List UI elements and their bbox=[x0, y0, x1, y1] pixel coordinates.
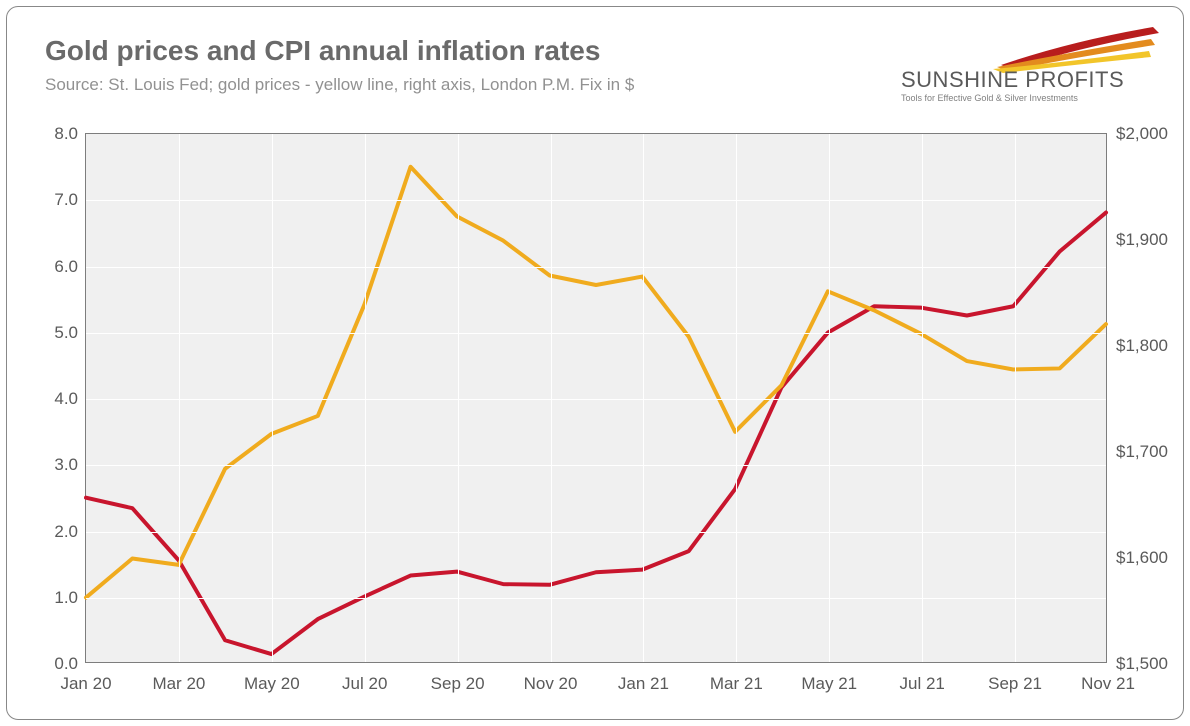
gridline-horizontal bbox=[86, 399, 1106, 400]
gridline-vertical bbox=[551, 134, 552, 662]
left-axis-tick-label: 6.0 bbox=[18, 257, 78, 277]
gridline-horizontal bbox=[86, 267, 1106, 268]
right-axis-tick-label: $1,500 bbox=[1116, 654, 1184, 674]
x-axis-tick-label: Jan 21 bbox=[618, 674, 669, 694]
gridline-horizontal bbox=[86, 200, 1106, 201]
chart-lines bbox=[86, 134, 1106, 662]
x-axis-tick-label: Jan 20 bbox=[60, 674, 111, 694]
left-axis-tick-label: 0.0 bbox=[18, 654, 78, 674]
gridline-horizontal bbox=[86, 532, 1106, 533]
x-axis-tick-label: Mar 21 bbox=[710, 674, 763, 694]
gridline-vertical bbox=[829, 134, 830, 662]
gridline-vertical bbox=[1015, 134, 1016, 662]
chart-title: Gold prices and CPI annual inflation rat… bbox=[45, 35, 600, 67]
x-axis-tick-label: Sep 20 bbox=[431, 674, 485, 694]
gridline-horizontal bbox=[86, 465, 1106, 466]
gridline-vertical bbox=[458, 134, 459, 662]
right-axis-tick-label: $2,000 bbox=[1116, 124, 1184, 144]
x-axis-tick-label: Sep 21 bbox=[988, 674, 1042, 694]
series-gold-price bbox=[86, 167, 1106, 598]
x-axis-tick-label: Nov 20 bbox=[524, 674, 578, 694]
gridline-horizontal bbox=[86, 333, 1106, 334]
plot-area: 0.01.02.03.04.05.06.07.08.0$1,500$1,600$… bbox=[85, 133, 1107, 663]
x-axis-tick-label: Jul 21 bbox=[899, 674, 944, 694]
chart-container: Gold prices and CPI annual inflation rat… bbox=[6, 6, 1184, 720]
left-axis-tick-label: 4.0 bbox=[18, 389, 78, 409]
gridline-vertical bbox=[179, 134, 180, 662]
brand-logo: SUNSHINE PROFITS Tools for Effective Gol… bbox=[901, 23, 1161, 103]
logo-tagline: Tools for Effective Gold & Silver Invest… bbox=[901, 93, 1078, 103]
gridline-vertical bbox=[643, 134, 644, 662]
gridline-vertical bbox=[272, 134, 273, 662]
left-axis-tick-label: 1.0 bbox=[18, 588, 78, 608]
x-axis-tick-label: May 21 bbox=[801, 674, 857, 694]
x-axis-tick-label: Mar 20 bbox=[152, 674, 205, 694]
gridline-vertical bbox=[365, 134, 366, 662]
left-axis-tick-label: 7.0 bbox=[18, 190, 78, 210]
left-axis-tick-label: 8.0 bbox=[18, 124, 78, 144]
gridline-horizontal bbox=[86, 598, 1106, 599]
x-axis-tick-label: Nov 21 bbox=[1081, 674, 1135, 694]
left-axis-tick-label: 5.0 bbox=[18, 323, 78, 343]
logo-text: SUNSHINE PROFITS bbox=[901, 67, 1124, 93]
x-axis-tick-label: May 20 bbox=[244, 674, 300, 694]
series-cpi-inflation bbox=[86, 213, 1106, 655]
gridline-vertical bbox=[922, 134, 923, 662]
right-axis-tick-label: $1,700 bbox=[1116, 442, 1184, 462]
x-axis-tick-label: Jul 20 bbox=[342, 674, 387, 694]
right-axis-tick-label: $1,800 bbox=[1116, 336, 1184, 356]
chart-subtitle: Source: St. Louis Fed; gold prices - yel… bbox=[45, 75, 634, 95]
right-axis-tick-label: $1,600 bbox=[1116, 548, 1184, 568]
left-axis-tick-label: 2.0 bbox=[18, 522, 78, 542]
right-axis-tick-label: $1,900 bbox=[1116, 230, 1184, 250]
gridline-vertical bbox=[736, 134, 737, 662]
left-axis-tick-label: 3.0 bbox=[18, 455, 78, 475]
